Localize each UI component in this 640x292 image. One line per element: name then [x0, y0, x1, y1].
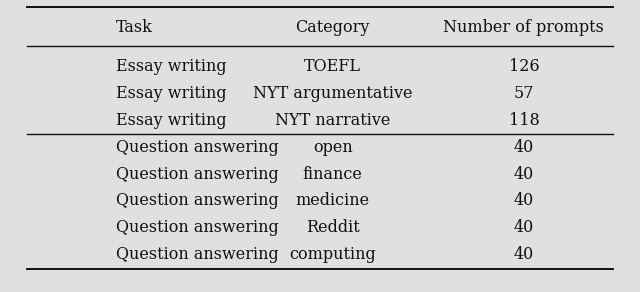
Text: 118: 118 — [509, 112, 540, 129]
Text: Category: Category — [296, 19, 370, 36]
Text: 40: 40 — [514, 192, 534, 209]
Text: Question answering: Question answering — [116, 219, 279, 236]
Text: TOEFL: TOEFL — [304, 58, 361, 75]
Text: NYT narrative: NYT narrative — [275, 112, 390, 129]
Text: Question answering: Question answering — [116, 192, 279, 209]
Text: computing: computing — [289, 246, 376, 263]
Text: open: open — [313, 139, 353, 156]
Text: 40: 40 — [514, 166, 534, 182]
Text: Essay writing: Essay writing — [116, 58, 227, 75]
Text: 57: 57 — [514, 85, 534, 102]
Text: medicine: medicine — [296, 192, 370, 209]
Text: 40: 40 — [514, 219, 534, 236]
Text: Task: Task — [116, 19, 153, 36]
Text: Question answering: Question answering — [116, 246, 279, 263]
Text: Essay writing: Essay writing — [116, 112, 227, 129]
Text: Question answering: Question answering — [116, 139, 279, 156]
Text: 40: 40 — [514, 139, 534, 156]
Text: Reddit: Reddit — [306, 219, 360, 236]
Text: Essay writing: Essay writing — [116, 85, 227, 102]
Text: NYT argumentative: NYT argumentative — [253, 85, 413, 102]
Text: finance: finance — [303, 166, 363, 182]
Text: 126: 126 — [509, 58, 540, 75]
Text: Number of prompts: Number of prompts — [444, 19, 604, 36]
Text: 40: 40 — [514, 246, 534, 263]
Text: Question answering: Question answering — [116, 166, 279, 182]
